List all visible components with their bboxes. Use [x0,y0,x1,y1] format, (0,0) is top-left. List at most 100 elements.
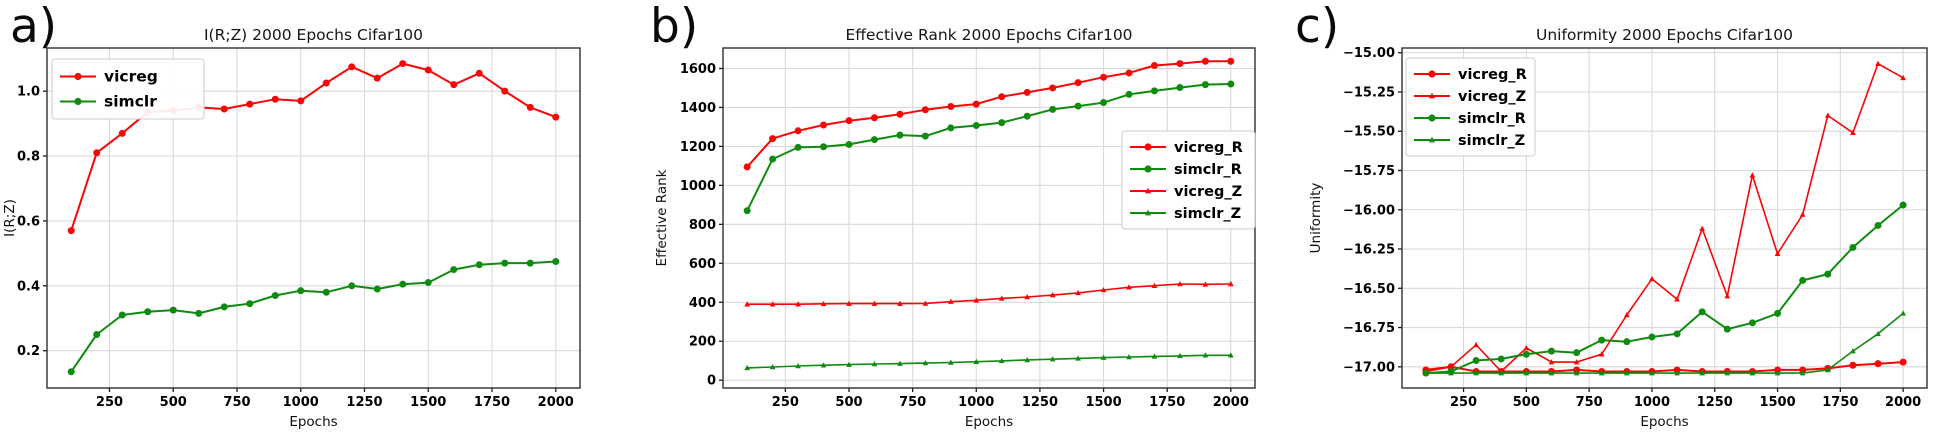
series-simclr_R [743,80,1235,215]
y-tick-label: 600 [689,257,716,272]
series-simclr_Z [744,352,1234,371]
y-tick-label: −15.75 [1343,164,1395,179]
chart-title-b: Effective Rank 2000 Epochs Cifar100 [845,26,1132,44]
simclr_R-marker [794,143,802,151]
simclr_Z-marker [1850,348,1856,354]
x-tick-label: 1500 [1085,395,1121,410]
y-tick-label: −16.75 [1343,321,1395,336]
y-tick-label: 800 [689,218,716,233]
y-tick-label: −16.25 [1343,243,1395,258]
vicreg_R-marker [1023,88,1031,96]
vicreg_Z-marker [1227,280,1234,287]
simclr_Z-marker [1573,370,1580,376]
simclr_R-marker [743,207,751,215]
y-axis-label-c: Uniformity [1308,183,1324,254]
vicreg_R-marker [794,127,802,135]
simclr_Z-marker [1177,352,1183,359]
vicreg_R-marker [1799,366,1807,374]
legend-sample-marker [1428,136,1436,143]
vicreg_Z-marker [1799,211,1806,217]
y-tick-label: 0.6 [17,214,40,229]
vicreg_Z-marker [1774,250,1781,256]
vicreg_Z-marker [1850,129,1856,136]
simclr_Z-marker [1049,356,1056,362]
simclr_Z-marker [1623,370,1630,376]
simclr_R-marker [1673,330,1681,338]
vicreg_Z-marker [795,301,801,307]
vicreg_Z-marker [1151,282,1158,288]
panel-letter-c: c) [1295,0,1340,54]
vicreg_Z-marker [1473,341,1479,348]
x-tick-label: 2000 [538,395,574,410]
simclr_Z-marker [947,359,954,365]
simclr_R-marker [1698,308,1706,316]
simclr_Z-marker [1075,355,1081,361]
simclr_R-marker [1125,90,1133,98]
vicreg_Z-marker [1202,281,1209,287]
legend-sample-marker [1144,165,1152,173]
simclr_Z-line [747,354,1231,369]
legend-label: vicreg [104,68,158,86]
simclr_R-marker [870,136,878,144]
vicreg_R-marker [1100,73,1108,81]
simclr_Z-marker [1202,352,1209,358]
vicreg_Z-marker [1824,112,1831,118]
panel-letter-a: a) [10,0,58,54]
vicreg-marker [67,227,75,235]
y-axis-label-b: Effective Rank [654,169,670,266]
x-tick-label: 250 [1450,395,1477,410]
x-axis-label-c: Epochs [1640,414,1688,430]
x-tick-label: 750 [223,395,250,410]
series-vicreg_Z [744,280,1234,307]
simclr-marker [322,288,330,296]
vicreg_R-marker [1849,361,1857,369]
simclr_R-marker [1648,333,1656,341]
vicreg-marker [93,149,101,157]
legend-label: simclr_Z [1458,133,1525,149]
chart-canvas-b: 250 500 750 1000 1250 1500 1750 2000 0 200 400 600 8… [654,26,1256,430]
vicreg_R-line [746,60,1231,168]
vicreg_R-marker [1125,69,1133,77]
x-tick-label: 1250 [346,395,382,410]
x-tick-label: 2000 [1213,395,1249,410]
vicreg_Z-marker [1448,363,1454,370]
vicreg_R-marker [1150,62,1158,70]
vicreg_Z-marker [922,300,929,306]
legend-label: vicreg_R [1458,67,1527,83]
legend-sample-marker [1428,70,1436,78]
ticks-a: 250 500 750 1000 1250 1500 1750 2000 0.2 0.4 0.6 0.… [17,85,574,410]
simclr_R-line [746,83,1231,212]
simclr-marker [501,259,509,267]
vicreg_Z-marker [1623,311,1630,318]
y-tick-label: 1000 [680,179,716,194]
simclr_R-marker [998,119,1006,127]
simclr_R-marker [1074,102,1082,110]
simclr_R-marker [1723,325,1731,333]
vicreg_Z-marker [1177,280,1183,287]
legend-sample-marker [74,72,82,81]
legend-label: vicreg_Z [1174,184,1242,200]
simclr_R-marker [1023,112,1031,120]
legend-a: vicreg simclr [51,58,205,120]
x-tick-label: 1000 [1634,395,1670,410]
x-tick-label: 1000 [283,395,319,410]
simclr_Z-marker [897,360,903,366]
y-tick-label: −15.00 [1343,46,1395,61]
legend-label: vicreg_R [1174,140,1243,156]
y-tick-label: 1200 [680,140,716,155]
simclr_R-marker [1472,357,1480,365]
simclr_R-marker [1598,336,1606,344]
vicreg_R-marker [1673,366,1681,374]
legend-sample-marker [74,97,82,106]
simclr_R-line [1425,204,1904,375]
y-tick-label: −17.00 [1343,360,1395,375]
vicreg_R-marker [743,163,751,171]
vicreg_Z-line [1425,62,1904,373]
vicreg-marker [552,113,560,121]
vicreg_Z-marker [871,300,878,306]
vicreg_Z-marker [1523,344,1530,351]
ticks-c: 250 500 750 1000 1250 1500 1750 2000 −15.00 −15.2… [1343,46,1921,410]
vicreg_R-marker [1573,366,1581,374]
simclr_Z-marker [1126,354,1132,360]
